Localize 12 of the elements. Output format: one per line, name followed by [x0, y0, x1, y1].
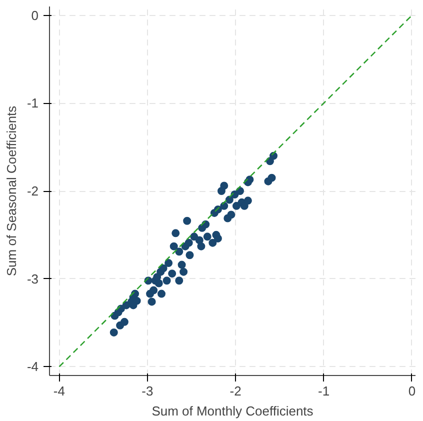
- y-tick-label: 0: [31, 8, 39, 23]
- y-axis-title: Sum of Seasonal Coefficients: [4, 105, 19, 276]
- x-tick-label: -2: [230, 384, 242, 398]
- y-tick-label: -2: [26, 184, 39, 198]
- y-tick-label: -3: [26, 271, 39, 286]
- x-tick-label: -3: [142, 384, 154, 398]
- x-tick-label: -1: [318, 384, 330, 398]
- x-tick-label: -4: [53, 384, 65, 398]
- x-axis-title: Sum of Monthly Coefficients: [152, 404, 314, 418]
- x-tick-label: 0: [408, 384, 416, 398]
- y-tick-label: -4: [26, 359, 39, 374]
- y-tick-label: -1: [26, 96, 39, 111]
